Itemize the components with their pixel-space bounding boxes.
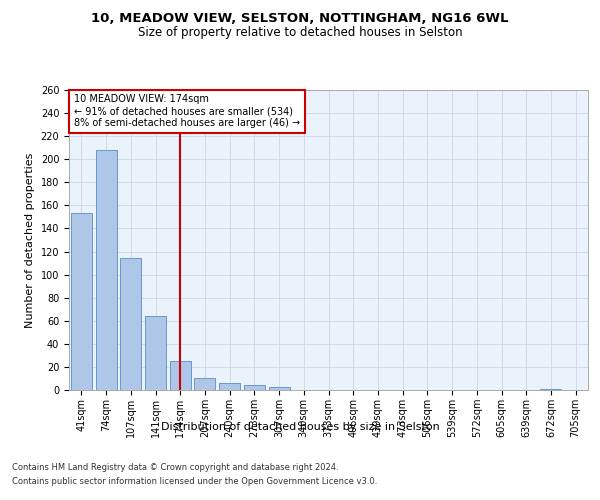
Bar [541,389,562,390]
Text: Size of property relative to detached houses in Selston: Size of property relative to detached ho… [137,26,463,39]
Bar [194,378,215,390]
Text: 10, MEADOW VIEW, SELSTON, NOTTINGHAM, NG16 6WL: 10, MEADOW VIEW, SELSTON, NOTTINGHAM, NG… [91,12,509,26]
Bar [244,386,265,390]
Text: Distribution of detached houses by size in Selston: Distribution of detached houses by size … [161,422,439,432]
Bar [170,361,191,390]
Text: Contains HM Land Registry data © Crown copyright and database right 2024.: Contains HM Land Registry data © Crown c… [12,462,338,471]
Y-axis label: Number of detached properties: Number of detached properties [25,152,35,328]
Text: Contains public sector information licensed under the Open Government Licence v3: Contains public sector information licen… [12,478,377,486]
Bar [71,214,92,390]
Text: 10 MEADOW VIEW: 174sqm
← 91% of detached houses are smaller (534)
8% of semi-det: 10 MEADOW VIEW: 174sqm ← 91% of detached… [74,94,301,128]
Bar [219,383,240,390]
Bar [145,316,166,390]
Bar [95,150,116,390]
Bar [120,258,141,390]
Bar [269,386,290,390]
